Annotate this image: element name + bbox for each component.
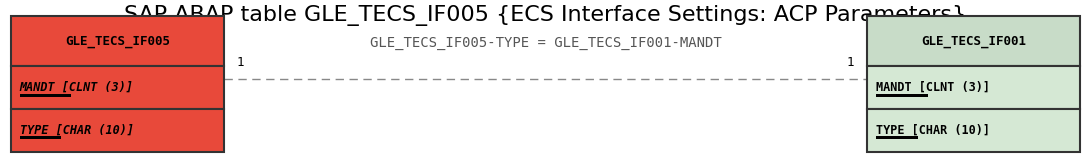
Bar <box>20 136 61 139</box>
Bar <box>11 16 224 66</box>
Text: GLE_TECS_IF005: GLE_TECS_IF005 <box>64 35 170 48</box>
Text: TYPE [CHAR (10)]: TYPE [CHAR (10)] <box>20 124 133 137</box>
Bar <box>867 109 1080 152</box>
Bar <box>876 136 918 139</box>
Bar <box>867 66 1080 109</box>
Text: 1: 1 <box>237 56 244 69</box>
Bar <box>867 16 1080 66</box>
Bar <box>20 94 72 97</box>
Bar <box>11 109 224 152</box>
Text: MANDT [CLNT (3)]: MANDT [CLNT (3)] <box>876 81 990 94</box>
Text: MANDT [CLNT (3)]: MANDT [CLNT (3)] <box>20 81 133 94</box>
Bar <box>876 94 928 97</box>
Text: 1: 1 <box>847 56 854 69</box>
Text: SAP ABAP table GLE_TECS_IF005 {ECS Interface Settings: ACP Parameters}: SAP ABAP table GLE_TECS_IF005 {ECS Inter… <box>124 5 967 26</box>
Text: GLE_TECS_IF005-TYPE = GLE_TECS_IF001-MANDT: GLE_TECS_IF005-TYPE = GLE_TECS_IF001-MAN… <box>370 36 721 50</box>
Text: GLE_TECS_IF001: GLE_TECS_IF001 <box>921 35 1027 48</box>
Bar <box>11 66 224 109</box>
Text: TYPE [CHAR (10)]: TYPE [CHAR (10)] <box>876 124 990 137</box>
